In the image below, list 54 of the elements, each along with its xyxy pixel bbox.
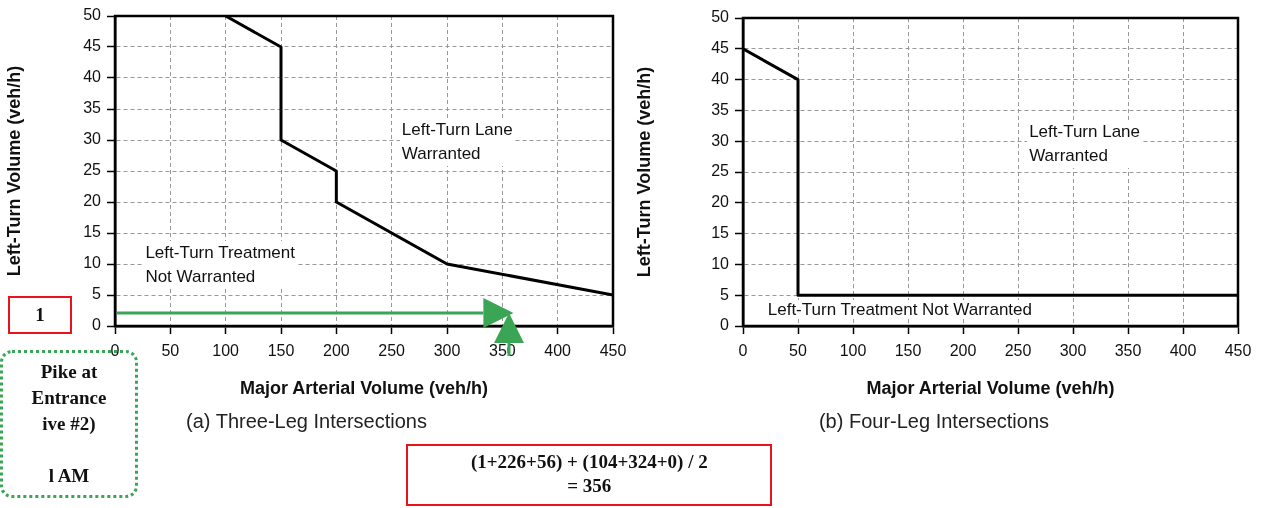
x-axis-title: Major Arterial Volume (veh/h)	[866, 378, 1115, 399]
y-tick-label: 0	[720, 316, 730, 334]
text: (b) Four-Leg Intersections	[818, 409, 1050, 432]
y-tick-label: 50	[83, 6, 102, 24]
x-tick-label: 200	[949, 342, 977, 360]
x-tick-label: 50	[161, 342, 180, 360]
x-tick-label: 450	[1224, 342, 1252, 360]
x-tick-label: 250	[378, 342, 406, 360]
y-tick-label: 45	[711, 39, 730, 57]
annotation: Left-Turn Treatment Not Warranted	[765, 300, 1034, 320]
y-tick-label: 0	[92, 316, 102, 334]
y-tick-label: 5	[92, 285, 102, 303]
x-tick-label: 150	[894, 342, 922, 360]
y-tick-label: 50	[711, 8, 730, 26]
y-tick-label: 10	[83, 254, 102, 272]
y-tick-label: 45	[83, 37, 102, 55]
y-axis-title: Left-Turn Volume (veh/h)	[633, 66, 654, 278]
y-tick-label: 40	[83, 68, 102, 86]
text: (a) Three-Leg Intersections	[186, 409, 427, 432]
y-tick-label: 25	[711, 162, 730, 180]
x-axis-title: Major Arterial Volume (veh/h)	[239, 378, 489, 399]
x-tick-label: 300	[1059, 342, 1087, 360]
x-tick-label: 200	[322, 342, 350, 360]
annotation: Left-Turn Lane Warranted	[399, 118, 515, 167]
annotation: Left-Turn Treatment Not Warranted	[143, 240, 297, 289]
y-tick-label: 10	[711, 254, 730, 272]
y-tick-label: 20	[83, 192, 102, 210]
text: Pike at Entrance ive #2) l AM	[31, 361, 107, 486]
text: 1	[8, 296, 72, 334]
y-tick-label: 15	[711, 224, 730, 242]
y-tick-label: 5	[720, 285, 730, 303]
y-tick-label: 30	[711, 131, 730, 149]
y-tick-label: 25	[83, 161, 102, 179]
x-tick-label: 150	[267, 342, 295, 360]
x-tick-label: 100	[839, 342, 867, 360]
x-tick-label: 250	[1004, 342, 1032, 360]
x-tick-label: 0	[110, 342, 120, 360]
x-tick-label: 300	[433, 342, 461, 360]
y-axis-title: Left-Turn Volume (veh/h)	[3, 65, 24, 277]
x-tick-label: 50	[789, 342, 807, 360]
x-tick-label: 400	[544, 342, 572, 360]
x-tick-label: 0	[738, 342, 748, 360]
y-tick-label: 35	[83, 99, 102, 117]
y-tick-label: 15	[83, 223, 102, 241]
y-tick-label: 35	[711, 100, 730, 118]
annotation: Left-Turn Lane Warranted	[1027, 119, 1143, 168]
y-tick-label: 40	[711, 70, 730, 88]
x-tick-label: 100	[212, 342, 240, 360]
y-tick-label: 30	[83, 130, 102, 148]
y-tick-label: 20	[711, 193, 730, 211]
text: (1+226+56) + (104+324+0) / 2 = 356	[406, 444, 773, 506]
x-tick-label: 450	[599, 342, 627, 360]
x-tick-label: 400	[1169, 342, 1197, 360]
x-tick-label: 350	[1114, 342, 1142, 360]
